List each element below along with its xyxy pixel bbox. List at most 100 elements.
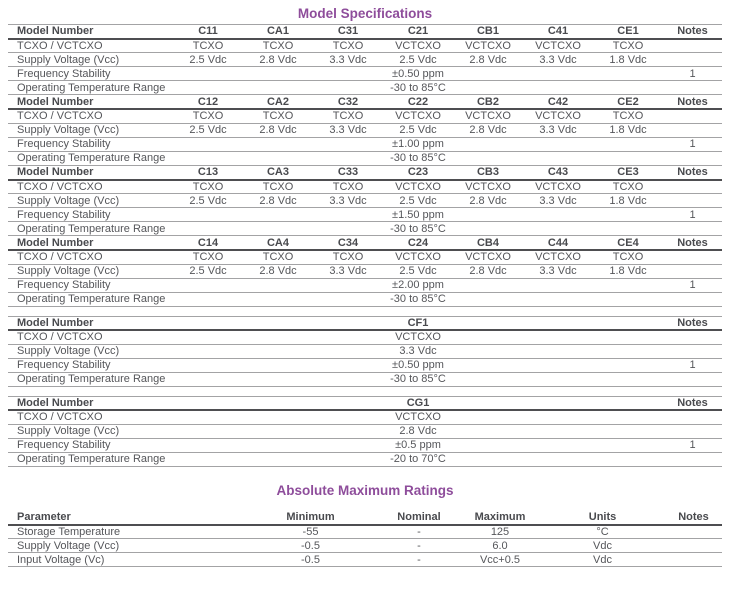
amr-maximum-cell: 125 [460,524,540,539]
row-label-model-number: Model Number [8,165,173,181]
empty-notes-cell [663,452,722,467]
oscillator-type-cell: TCXO [593,250,663,265]
supply-voltage-cell: 3.3 Vdc [523,193,593,208]
row-label-frequency-stability: Frequency Stability [8,438,173,453]
spec-table-series-3: Model Number C13 CA3 C33 C23 CB3 C43 CE3… [8,165,722,236]
oscillator-type-cell: TCXO [173,250,243,265]
oscillator-type-cell: TCXO [243,179,313,194]
amr-header-parameter: Parameter [8,510,243,526]
oscillator-type-cell: TCXO [313,250,383,265]
table-row: Operating Temperature Range -30 to 85°C [8,151,722,166]
oscillator-type-cell: TCXO [313,179,383,194]
note-value-cell: 1 [663,358,722,373]
row-label-supply-voltage: Supply Voltage (Vcc) [8,424,173,439]
model-number-cell: C24 [383,236,453,251]
amr-minimum-cell: -0.5 [243,538,378,553]
oscillator-type-cell: TCXO [243,109,313,124]
model-number-cell: CB1 [453,24,523,40]
spec-table-cf1: Model Number CF1 Notes TCXO / VCTCXO VCT… [8,315,722,387]
model-number-cell: CB4 [453,236,523,251]
supply-voltage-cell: 2.8 Vdc [243,193,313,208]
table-row: Operating Temperature Range -30 to 85°C [8,80,722,95]
row-label-frequency-stability: Frequency Stability [8,358,173,373]
supply-voltage-cell: 2.5 Vdc [383,193,453,208]
notes-header-cell: Notes [663,316,722,331]
row-label-type: TCXO / VCTCXO [8,109,173,124]
note-value-cell: 1 [663,278,722,293]
model-number-cell: C34 [313,236,383,251]
table-row: TCXO / VCTCXO TCXO TCXO TCXO VCTCXO VCTC… [8,109,722,124]
notes-header-cell: Notes [663,165,722,181]
amr-header-notes: Notes [665,510,722,526]
frequency-stability-cell: ±0.50 ppm [173,358,663,373]
row-label-frequency-stability: Frequency Stability [8,137,173,152]
supply-voltage-cell: 3.3 Vdc [523,52,593,67]
table-row: Supply Voltage (Vcc) 2.5 Vdc 2.8 Vdc 3.3… [8,264,722,279]
model-number-cell: C22 [383,95,453,110]
row-label-frequency-stability: Frequency Stability [8,207,173,222]
oscillator-type-cell: TCXO [173,38,243,53]
supply-voltage-cell: 3.3 Vdc [523,264,593,279]
supply-voltage-cell: 1.8 Vdc [593,52,663,67]
table-row: Operating Temperature Range -30 to 85°C [8,372,722,387]
spec-section-title: Model Specifications [297,6,433,21]
supply-voltage-cell: 2.5 Vdc [173,123,243,138]
spec-table-series-4: Model Number C14 CA4 C34 C24 CB4 C44 CE4… [8,236,722,307]
amr-maximum-cell: 6.0 [460,538,540,553]
oscillator-type-cell: VCTCXO [523,250,593,265]
supply-voltage-cell: 3.3 Vdc [313,52,383,67]
oscillator-type-cell: VCTCXO [453,109,523,124]
model-number-cell: CE3 [593,165,663,181]
row-label-type: TCXO / VCTCXO [8,410,173,425]
table-row: Model Number CF1 Notes [8,316,722,331]
amr-units-cell: Vdc [540,538,665,553]
table-row: Operating Temperature Range -30 to 85°C [8,292,722,307]
oscillator-type-cell: TCXO [593,38,663,53]
oscillator-type-cell: VCTCXO [383,38,453,53]
temp-range-cell: -30 to 85°C [173,292,663,307]
table-row: Frequency Stability ±0.50 ppm 1 [8,358,722,373]
oscillator-type-cell: TCXO [243,38,313,53]
model-number-cell: C44 [523,236,593,251]
model-number-cell: C31 [313,24,383,40]
model-number-cell: C32 [313,95,383,110]
table-row: Model Number C11 CA1 C31 C21 CB1 C41 CE1… [8,24,722,40]
amr-maximum-cell: Vcc+0.5 [460,552,540,567]
supply-voltage-cell: 3.3 Vdc [313,123,383,138]
model-number-cell: C14 [173,236,243,251]
supply-voltage-cell: 2.8 Vdc [243,123,313,138]
note-value-cell: 1 [663,137,722,152]
empty-notes-cell [663,372,722,387]
model-number-cell: CE4 [593,236,663,251]
table-row: TCXO / VCTCXO VCTCXO [8,330,722,345]
temp-range-cell: -30 to 85°C [173,372,663,387]
oscillator-type-cell: VCTCXO [173,410,663,425]
model-number-cell: C43 [523,165,593,181]
table-row: Input Voltage (Vc) -0.5 - Vcc+0.5 Vdc [8,552,722,567]
empty-notes-cell [663,38,722,53]
model-number-cell: CA4 [243,236,313,251]
amr-units-cell: °C [540,524,665,539]
amr-parameter-cell: Supply Voltage (Vcc) [8,538,243,553]
amr-notes-cell [665,538,722,553]
row-label-type: TCXO / VCTCXO [8,179,173,194]
row-label-supply-voltage: Supply Voltage (Vcc) [8,193,173,208]
table-row: Supply Voltage (Vcc) 2.8 Vdc [8,424,722,439]
model-number-cell: CA1 [243,24,313,40]
oscillator-type-cell: TCXO [173,179,243,194]
amr-header-units: Units [540,510,665,526]
supply-voltage-cell: 2.8 Vdc [453,52,523,67]
model-number-cell: CB3 [453,165,523,181]
amr-header-minimum: Minimum [243,510,378,526]
supply-voltage-cell: 2.5 Vdc [383,52,453,67]
row-label-temp-range: Operating Temperature Range [8,221,173,236]
model-number-cell: CB2 [453,95,523,110]
supply-voltage-cell: 2.8 Vdc [243,52,313,67]
table-row: Frequency Stability ±0.50 ppm 1 [8,66,722,81]
temp-range-cell: -20 to 70°C [173,452,663,467]
supply-voltage-cell: 1.8 Vdc [593,193,663,208]
empty-notes-cell [663,424,722,439]
table-row: Model Number C12 CA2 C32 C22 CB2 C42 CE2… [8,95,722,110]
empty-notes-cell [663,410,722,425]
model-number-cell: CA3 [243,165,313,181]
